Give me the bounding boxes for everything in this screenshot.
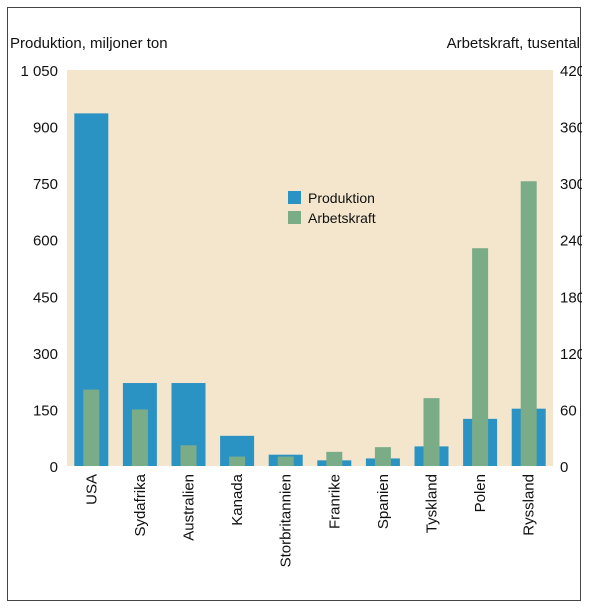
y-right-tick-label: 120: [560, 346, 582, 363]
y-left-tick-label: 600: [33, 233, 58, 250]
bar-arbetskraft: [180, 445, 197, 466]
chart-svg: Produktion, miljoner ton Arbetskraft, tu…: [10, 35, 582, 567]
y-left-tick-label: 1 050: [20, 63, 58, 80]
x-category-label: Tyskland: [424, 474, 441, 533]
bar-arbetskraft: [131, 409, 148, 466]
bar-arbetskraft: [83, 389, 100, 466]
y-axis-left-label: Produktion, miljoner ton: [10, 35, 168, 52]
y-left-tick-label: 300: [33, 346, 58, 363]
y-axis-left-ticks: 0 150 300 450 600 750 900 1 050: [20, 63, 58, 476]
x-category-label: Polen: [472, 474, 489, 512]
y-right-tick-label: 60: [560, 402, 577, 419]
bar-arbetskraft: [229, 456, 246, 466]
y-right-tick-label: 240: [560, 233, 582, 250]
x-category-label: Franrike: [326, 474, 343, 529]
y-axis-right-ticks: 0 60 120 180 240 300 360 420: [560, 63, 582, 476]
y-right-tick-label: 360: [560, 120, 582, 137]
bar-arbetskraft: [326, 451, 343, 466]
y-right-tick-label: 0: [560, 459, 568, 476]
x-category-label: USA: [83, 474, 100, 505]
legend-label-arbetskraft: Arbetskraft: [308, 210, 376, 226]
bar-arbetskraft: [472, 248, 489, 466]
x-category-label: Storbritannien: [278, 474, 295, 567]
x-category-label: Sydafrika: [132, 473, 149, 536]
y-left-tick-label: 900: [33, 120, 58, 137]
y-left-tick-label: 150: [33, 402, 58, 419]
y-right-tick-label: 180: [560, 289, 582, 306]
y-right-tick-label: 300: [560, 176, 582, 193]
x-axis-labels: USA Sydafrika Australien Kanada Storbritanni…: [83, 473, 537, 567]
legend-swatch-produktion: [288, 191, 301, 204]
y-left-tick-label: 750: [33, 176, 58, 193]
bar-arbetskraft: [374, 447, 391, 466]
y-left-tick-label: 450: [33, 289, 58, 306]
x-category-label: Spanien: [375, 474, 392, 529]
x-category-label: Ryssland: [521, 474, 538, 536]
bars-group: [74, 113, 546, 466]
bar-arbetskraft: [423, 398, 440, 466]
y-left-tick-label: 0: [50, 459, 58, 476]
y-right-tick-label: 420: [560, 63, 582, 80]
bar-arbetskraft: [520, 181, 537, 466]
bar-arbetskraft: [277, 456, 294, 466]
legend-swatch-arbetskraft: [288, 211, 301, 224]
x-category-label: Australien: [181, 474, 198, 541]
y-axis-right-label: Arbetskraft, tusental: [447, 35, 580, 52]
x-category-label: Kanada: [229, 473, 246, 525]
legend-label-produktion: Produktion: [308, 190, 375, 206]
legend: Produktion Arbetskraft: [288, 190, 376, 226]
chart-frame: Produktion, miljoner ton Arbetskraft, tu…: [7, 7, 582, 601]
